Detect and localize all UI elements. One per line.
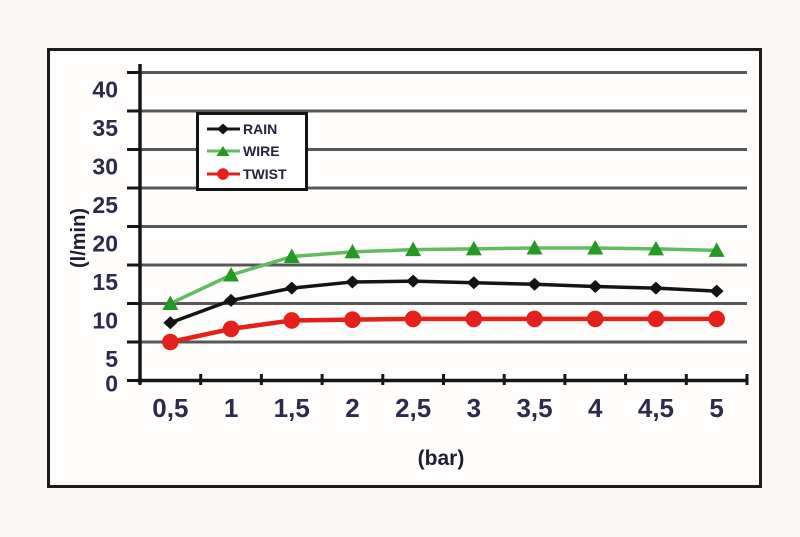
x-tick-label: 4,5	[638, 393, 674, 423]
series-wire-marker	[344, 243, 361, 259]
series-wire-marker	[708, 242, 725, 257]
x-tick-label: 0,5	[152, 393, 188, 423]
series-twist-marker	[404, 310, 422, 328]
y-tick-label: 30	[92, 154, 118, 180]
x-tick-label: 2,5	[395, 393, 431, 423]
legend-label-wire: WIRE	[243, 143, 280, 160]
y-tick-label: 35	[92, 115, 118, 141]
series-rain-marker	[345, 275, 360, 289]
series-twist-marker	[647, 310, 665, 328]
legend-label-rain: RAIN	[243, 121, 278, 138]
legend: RAIN WIRE TWIST	[196, 112, 308, 191]
legend-swatch-shape	[217, 168, 229, 180]
y-tick-label: 25	[92, 192, 118, 218]
series-rain-marker	[588, 280, 603, 294]
series-wire-marker	[465, 240, 482, 256]
series-twist-marker	[162, 333, 179, 351]
series-wire-marker	[587, 240, 604, 255]
x-tick-label: 1,5	[274, 393, 310, 423]
series-rain-marker	[224, 293, 239, 307]
series-twist-marker	[465, 310, 483, 328]
legend-marker-rain-icon	[207, 123, 240, 135]
legend-swatch-shape	[216, 146, 230, 157]
series-rain-line	[169, 279, 717, 325]
x-tick-label: 3	[467, 393, 481, 423]
series-wire-line	[169, 246, 717, 306]
y-tick-label: 15	[92, 269, 118, 295]
series-twist-marker	[708, 310, 725, 328]
y-tick-label: 40	[92, 77, 118, 103]
series-wire-marker	[647, 240, 664, 256]
series-twist-marker	[526, 310, 543, 328]
series-rain-marker	[466, 276, 481, 290]
x-axis-title: (bar)	[417, 447, 465, 470]
series-rain-marker	[709, 284, 724, 298]
y-tick-label: 10	[92, 308, 118, 334]
x-tick-label: 2	[345, 393, 359, 423]
legend-item-twist: TWIST	[206, 166, 303, 182]
series-twist-marker	[222, 320, 240, 338]
y-axis-title: (l/min)	[68, 208, 90, 268]
series-rain-marker	[163, 316, 178, 330]
series-twist-line	[169, 316, 717, 345]
series-rain-marker	[527, 277, 542, 291]
series-wire-marker	[526, 240, 543, 255]
series-rain-marker	[284, 281, 299, 295]
legend-swatch-shape	[217, 123, 229, 135]
legend-marker-wire-icon	[207, 146, 240, 157]
legend-item-rain: RAIN	[206, 121, 303, 137]
x-tick-label: 5	[709, 393, 723, 423]
series-wire-marker	[223, 267, 240, 282]
chart-figure-border	[47, 48, 762, 488]
legend-item-wire: WIRE	[206, 143, 303, 159]
series-twist-marker	[283, 312, 301, 329]
y-tick-label: 0	[105, 371, 118, 397]
x-tick-label: 3,5	[516, 393, 552, 423]
series-wire-marker	[283, 248, 300, 264]
x-tick-label: 1	[224, 393, 238, 423]
x-tick-label: 4	[588, 393, 603, 423]
series-wire-marker	[162, 295, 179, 310]
legend-label-twist: TWIST	[243, 165, 287, 182]
series-twist-marker	[586, 310, 604, 328]
series-rain-marker	[648, 281, 663, 295]
legend-marker-twist-icon	[207, 168, 240, 180]
series-rain-marker	[406, 274, 421, 288]
series-wire-marker	[405, 241, 422, 257]
y-tick-label: 5	[105, 346, 118, 372]
series-twist-marker	[344, 311, 361, 328]
y-tick-label: 20	[92, 231, 118, 257]
